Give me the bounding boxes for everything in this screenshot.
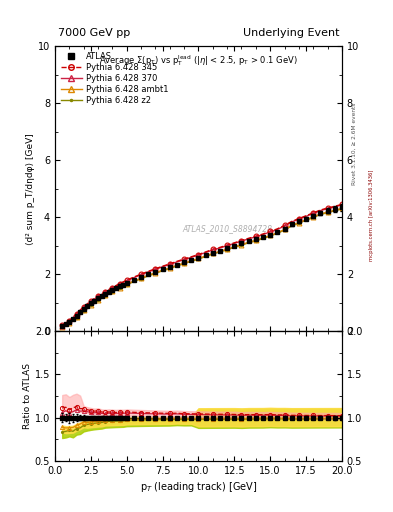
Text: ATLAS_2010_S8894728: ATLAS_2010_S8894728 (182, 224, 272, 233)
Legend: ATLAS, Pythia 6.428 345, Pythia 6.428 370, Pythia 6.428 ambt1, Pythia 6.428 z2: ATLAS, Pythia 6.428 345, Pythia 6.428 37… (59, 50, 170, 107)
Text: 7000 GeV pp: 7000 GeV pp (58, 28, 130, 37)
Text: Underlying Event: Underlying Event (242, 28, 339, 37)
X-axis label: p$_T$ (leading track) [GeV]: p$_T$ (leading track) [GeV] (140, 480, 257, 494)
Text: mcplots.cern.ch [arXiv:1306.3436]: mcplots.cern.ch [arXiv:1306.3436] (369, 169, 375, 261)
Y-axis label: Ratio to ATLAS: Ratio to ATLAS (23, 363, 32, 429)
Text: Rivet 3.1.10, ≥ 2.6M events: Rivet 3.1.10, ≥ 2.6M events (352, 102, 357, 184)
Y-axis label: ⟨d² sum p_T/dηdφ⟩ [GeV]: ⟨d² sum p_T/dηdφ⟩ [GeV] (26, 133, 35, 245)
Text: Average $\Sigma$(p$_{\rm T}$) vs p$_{\rm T}^{\rm lead}$ ($|\eta|$ < 2.5, p$_{\rm: Average $\Sigma$(p$_{\rm T}$) vs p$_{\rm… (99, 53, 298, 68)
